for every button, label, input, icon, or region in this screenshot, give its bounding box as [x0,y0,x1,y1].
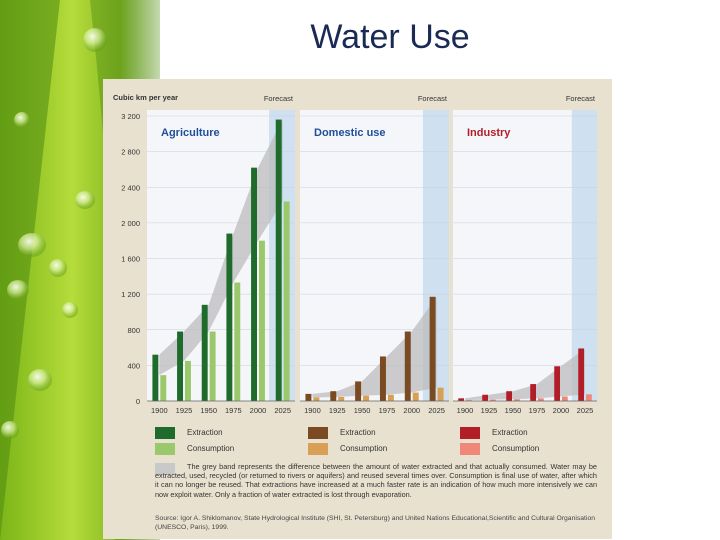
bar-agriculture-consumption-2000 [259,240,265,401]
bar-agriculture-consumption-1925 [185,360,191,401]
bar-domestic-consumption-2025 [437,387,444,401]
domestic-consumption-swatch [308,443,328,455]
bar-industry-consumption-1950 [514,399,520,401]
y-tick-label: 400 [127,361,140,370]
bar-industry-consumption-1975 [538,398,544,401]
grey-band-explanation: The grey band represents the difference … [155,462,597,499]
bar-industry-consumption-1900 [466,400,472,401]
x-tick-label: 2025 [274,406,291,415]
bar-domestic-extraction-2025 [429,296,436,401]
legend-label: Consumption [492,444,540,453]
y-tick-label: 0 [136,397,140,406]
bar-domestic-consumption-1925 [338,396,345,401]
y-tick-label: 800 [127,326,140,335]
slide-title: Water Use [310,18,470,56]
bar-agriculture-extraction-1950 [201,304,208,401]
forecast-label: Forecast [566,94,596,103]
legend-label: Consumption [187,444,235,453]
x-tick-label: 2000 [553,406,570,415]
legend-label: Extraction [187,428,223,437]
grey-band-swatch [155,463,175,475]
y-tick-label: 2 400 [121,183,140,192]
bar-domestic-consumption-2000 [412,392,419,401]
y-tick-label: 2 000 [121,219,140,228]
x-tick-label: 1950 [354,406,371,415]
water-use-chart: Cubic km per year 0 400 800 1 200 1 600 2 000 2… [113,93,597,415]
panel-domestic-title: Domestic use [314,127,386,139]
bar-domestic-consumption-1950 [363,395,370,401]
forecast-label: Forecast [418,94,448,103]
x-tick-label: 2000 [250,406,267,415]
bar-agriculture-extraction-2025 [275,119,282,401]
bar-agriculture-consumption-2025 [283,201,290,401]
panel-industry-title: Industry [467,127,511,139]
x-tick-label: 1925 [329,406,346,415]
agri-extraction-swatch [155,427,175,439]
x-tick-label: 1975 [529,406,546,415]
x-tick-label: 1900 [457,406,474,415]
bar-industry-consumption-2025 [586,394,592,401]
bar-agriculture-consumption-1975 [234,282,241,401]
x-tick-label: 2000 [403,406,420,415]
bar-industry-extraction-1975 [530,384,536,401]
x-tick-label: 1950 [505,406,522,415]
agri-consumption-swatch [155,443,175,455]
x-tick-label: 2025 [428,406,445,415]
x-tick-label: 1975 [225,406,242,415]
bar-domestic-consumption-1900 [313,397,320,401]
bar-domestic-extraction-1950 [355,381,362,401]
x-tick-label: 1975 [379,406,396,415]
bar-domestic-extraction-1925 [330,391,337,401]
bar-domestic-extraction-2000 [404,331,411,401]
y-tick-label: 2 800 [121,148,140,157]
x-tick-label: 1925 [176,406,193,415]
bar-industry-consumption-2000 [562,396,568,401]
y-tick-label: 1 200 [121,290,140,299]
y-tick-label: 1 600 [121,255,140,264]
panel-agriculture-grey-band [159,119,283,376]
x-tick-label: 1950 [200,406,217,415]
legend-label: Extraction [340,428,376,437]
bar-industry-consumption-1925 [490,399,496,401]
x-tick-label: 1925 [481,406,498,415]
bar-industry-extraction-1925 [482,394,488,401]
domestic-extraction-swatch [308,427,328,439]
source-note: Source: Igor A. Shiklomanov, State Hydro… [155,515,596,531]
bar-industry-extraction-2025 [578,348,584,401]
x-tick-label: 2025 [577,406,594,415]
forecast-label: Forecast [264,94,294,103]
bar-industry-extraction-2000 [554,366,560,401]
bar-domestic-extraction-1900 [305,393,312,401]
bar-agriculture-consumption-1900 [160,375,167,401]
x-tick-label: 1900 [151,406,168,415]
y-axis-label: Cubic km per year [113,93,178,102]
water-use-figure: Cubic km per year 0 400 800 1 200 1 600 2 000 2… [103,79,612,539]
bar-agriculture-extraction-2000 [251,167,257,401]
bar-industry-extraction-1900 [458,398,464,401]
x-tick-label: 1900 [304,406,321,415]
bar-agriculture-consumption-1950 [209,331,216,401]
industry-consumption-swatch [460,443,480,455]
legend-label: Extraction [492,428,528,437]
industry-extraction-swatch [460,427,480,439]
panel-agriculture-title: Agriculture [161,127,220,139]
legend-label: Consumption [340,444,388,453]
bar-domestic-extraction-1975 [379,356,386,401]
bar-domestic-consumption-1975 [387,394,394,401]
y-tick-label: 3 200 [121,112,140,121]
bar-agriculture-extraction-1975 [226,233,233,401]
bar-agriculture-extraction-1900 [152,354,159,401]
legend: Extraction Consumption Extraction Consum… [103,423,612,539]
bar-industry-extraction-1950 [506,391,512,401]
bar-agriculture-extraction-1925 [177,331,183,401]
